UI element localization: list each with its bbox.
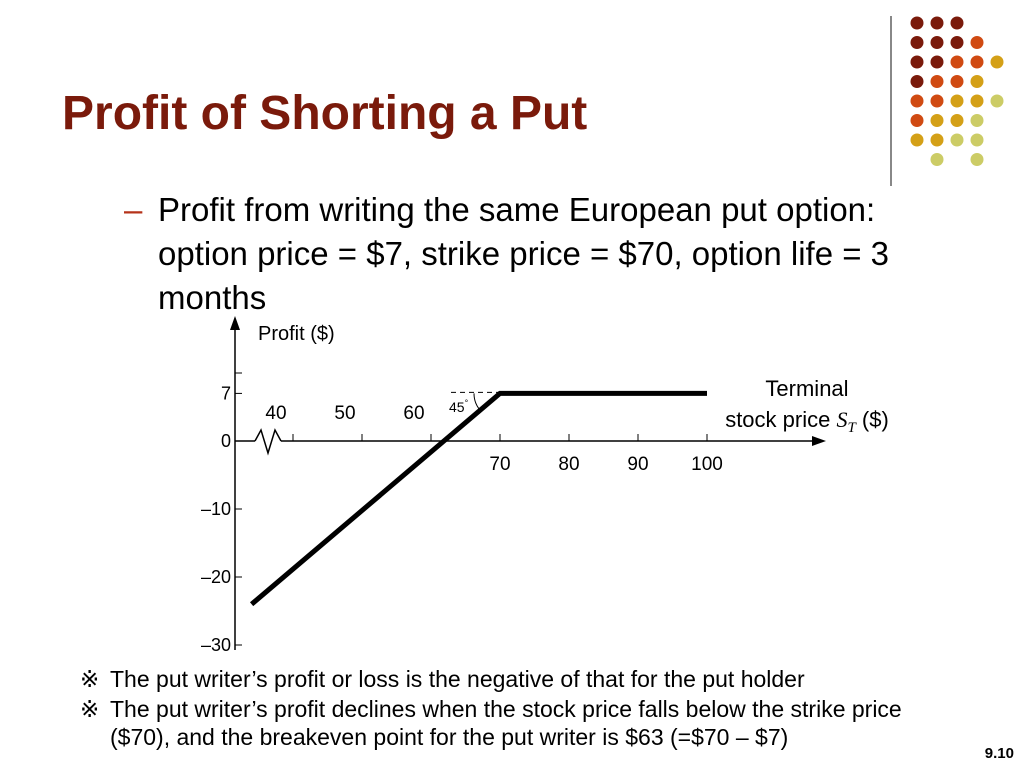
x-tick-label: 80 bbox=[558, 454, 579, 475]
decoration-dot bbox=[970, 55, 984, 69]
dot-grid-decoration bbox=[910, 16, 1004, 166]
note-1: ※ The put writer’s profit or loss is the … bbox=[80, 666, 805, 693]
x-axis-label-line-2: stock price ST ($) bbox=[725, 407, 889, 436]
decoration-dot bbox=[910, 133, 924, 147]
decoration-dot bbox=[930, 55, 944, 69]
x-tick-label: 70 bbox=[489, 454, 510, 475]
decoration-dot bbox=[930, 75, 944, 88]
x-axis-break bbox=[254, 428, 282, 456]
x-axis-arrow bbox=[812, 436, 826, 446]
decoration-dot bbox=[930, 16, 944, 30]
slide-number: 9.10 bbox=[984, 745, 1014, 762]
decoration-dot bbox=[970, 75, 984, 88]
bullet-dash: – bbox=[124, 191, 143, 228]
decoration-dot bbox=[970, 36, 984, 49]
note-text-3: ($70), and the breakeven point for the p… bbox=[110, 724, 789, 750]
decoration-dot bbox=[950, 94, 964, 108]
y-tick-label: –20 bbox=[201, 567, 231, 587]
decoration-dot bbox=[950, 114, 964, 127]
decoration-dot bbox=[970, 153, 984, 166]
y-tick-label: 0 bbox=[221, 431, 231, 451]
note-mark-1: ※ bbox=[80, 666, 100, 692]
decoration-dot bbox=[950, 133, 964, 147]
decoration-dot bbox=[930, 94, 944, 108]
y-tick-label: –30 bbox=[201, 635, 231, 655]
decoration-dot bbox=[910, 55, 924, 69]
note-2: ※ The put writer’s profit declines when t… bbox=[80, 696, 902, 723]
bullet-line-1: Profit from writing the same European pu… bbox=[158, 191, 876, 228]
decoration-dot bbox=[930, 114, 944, 127]
decoration-dot bbox=[970, 133, 984, 147]
angle-label: 45° bbox=[449, 398, 469, 415]
note-3: ($70), and the breakeven point for the p… bbox=[80, 724, 788, 751]
decoration-dot bbox=[950, 36, 964, 49]
decoration-dot bbox=[990, 94, 1004, 108]
note-mark-2: ※ bbox=[80, 696, 100, 722]
note-text-1: The put writer’s profit or loss is the n… bbox=[110, 666, 805, 692]
x-tick-label: 60 bbox=[403, 403, 424, 424]
decoration-dot bbox=[910, 94, 924, 108]
profit-line bbox=[249, 390, 707, 607]
bullet-line-3: months bbox=[158, 279, 267, 316]
y-axis-arrow bbox=[230, 316, 240, 330]
y-tick-label: –10 bbox=[201, 499, 231, 519]
vertical-rule bbox=[890, 16, 892, 186]
x-tick-label: 50 bbox=[334, 403, 355, 424]
slide-title: Profit of Shorting a Put bbox=[62, 87, 588, 140]
decoration-dot bbox=[930, 153, 944, 166]
note-text-2: The put writer’s profit declines when th… bbox=[110, 696, 902, 722]
decoration-dot bbox=[930, 133, 944, 147]
y-axis-label: Profit ($) bbox=[258, 323, 335, 345]
decoration-dot bbox=[990, 55, 1004, 69]
decoration-dot bbox=[970, 114, 984, 127]
bullet-line-2: option price = $7, strike price = $70, o… bbox=[158, 235, 890, 272]
x-tick-label: 90 bbox=[627, 454, 648, 475]
decoration-dot bbox=[950, 55, 964, 69]
y-tick-label: 7 bbox=[221, 383, 231, 403]
decoration-dot bbox=[910, 75, 924, 88]
decoration-dot bbox=[970, 94, 984, 108]
decoration-dot bbox=[910, 36, 924, 49]
decoration-dot bbox=[910, 16, 924, 30]
decoration-dot bbox=[910, 114, 924, 127]
decoration-dot bbox=[950, 16, 964, 30]
x-axis-label-line-1: Terminal bbox=[765, 376, 848, 401]
decoration-dot bbox=[930, 36, 944, 49]
decoration-dot bbox=[950, 75, 964, 88]
x-tick-label: 40 bbox=[265, 403, 286, 424]
x-tick-label: 100 bbox=[691, 454, 723, 475]
